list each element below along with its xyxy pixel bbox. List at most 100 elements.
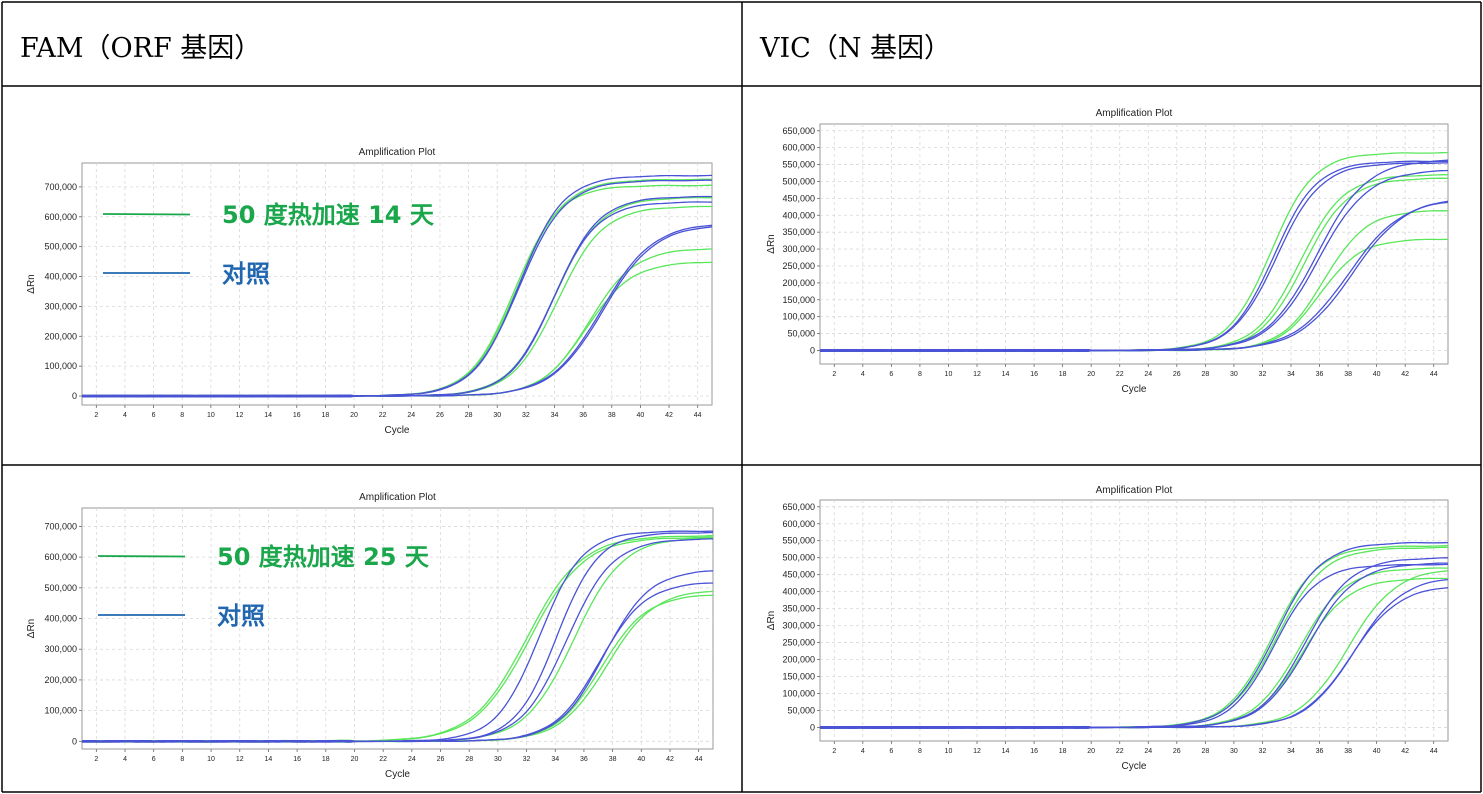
y-tick-label: 550,000 [782, 160, 815, 170]
y-tick-label: 50,000 [787, 329, 815, 339]
amplification-curve-blue [82, 582, 713, 743]
x-tick-label: 30 [493, 412, 501, 419]
x-tick-label: 14 [1002, 748, 1010, 755]
grid-lines [82, 508, 713, 749]
x-tick-label: 30 [494, 756, 502, 763]
series-curves [82, 530, 713, 743]
x-tick-label: 16 [293, 756, 301, 763]
x-tick-label: 36 [1316, 371, 1324, 378]
x-tick-label: 40 [637, 412, 645, 419]
x-tick-label: 40 [637, 756, 645, 763]
x-tick-label: 22 [1116, 371, 1124, 378]
legend: 50 度热加速 25 天对照 [97, 543, 429, 630]
x-tick-label: 24 [408, 756, 416, 763]
y-tick-label: 300,000 [782, 244, 815, 254]
x-tick-label: 8 [180, 412, 184, 419]
x-tick-label: 2 [832, 371, 836, 378]
series-curves [820, 151, 1448, 352]
y-tick-label: 700,000 [44, 182, 77, 192]
plot-area [81, 162, 713, 406]
y-tick-label: 0 [810, 345, 815, 355]
x-tick-label: 20 [1087, 748, 1095, 755]
x-tick-label: 18 [322, 412, 330, 419]
x-tick-label: 14 [265, 756, 273, 763]
x-tick-label: 18 [1059, 371, 1067, 378]
x-tick-label: 30 [1230, 748, 1238, 755]
x-tick-label: 12 [973, 371, 981, 378]
legend-label-green: 50 度热加速 25 天 [217, 543, 429, 571]
legend-swatch-green [97, 555, 186, 558]
x-tick-label: 24 [407, 412, 415, 419]
y-tick-label: 450,000 [782, 193, 815, 203]
y-tick-label: 100,000 [44, 361, 77, 371]
x-tick-label: 40 [1373, 748, 1381, 755]
x-tick-label: 26 [1173, 371, 1181, 378]
legend-swatch-green [102, 213, 191, 216]
y-tick-label: 350,000 [782, 604, 815, 614]
x-tick-label: 36 [580, 756, 588, 763]
y-axis-label: ΔRn [26, 274, 37, 293]
grid-lines [82, 163, 712, 405]
y-tick-label: 700,000 [44, 521, 77, 531]
x-tick-label: 28 [1201, 371, 1209, 378]
x-tick-label: 2 [94, 412, 98, 419]
y-tick-label: 400,000 [782, 210, 815, 220]
x-tick-label: 38 [1344, 371, 1352, 378]
x-tick-label: 4 [123, 412, 127, 419]
legend-label-blue: 对照 [217, 602, 265, 630]
x-tick-label: 32 [1259, 371, 1267, 378]
x-tick-label: 32 [1259, 748, 1267, 755]
plot-title: Amplification Plot [1096, 108, 1173, 119]
x-tick-label: 8 [918, 748, 922, 755]
x-tick-label: 22 [1116, 748, 1124, 755]
y-tick-label: 200,000 [782, 278, 815, 288]
x-tick-label: 8 [180, 756, 184, 763]
y-tick-label: 0 [72, 736, 77, 746]
y-tick-label: 650,000 [782, 502, 815, 512]
x-tick-label: 12 [236, 756, 244, 763]
y-tick-label: 100,000 [782, 688, 815, 698]
x-tick-label: 26 [1173, 748, 1181, 755]
header-vic: VIC（N 基因） [759, 33, 951, 64]
plot-title: Amplification Plot [359, 492, 436, 503]
x-tick-label: 42 [666, 756, 674, 763]
y-tick-label: 500,000 [782, 553, 815, 563]
y-axis-label: ΔRn [766, 234, 777, 253]
y-tick-label: 450,000 [782, 570, 815, 580]
x-tick-label: 38 [609, 756, 617, 763]
y-tick-label: 150,000 [782, 295, 815, 305]
y-tick-label: 500,000 [782, 176, 815, 186]
y-tick-label: 300,000 [44, 301, 77, 311]
x-tick-label: 34 [551, 756, 559, 763]
x-tick-label: 38 [608, 412, 616, 419]
series-curves [820, 541, 1448, 729]
x-tick-label: 18 [1059, 748, 1067, 755]
x-tick-label: 42 [1401, 748, 1409, 755]
x-tick-label: 6 [889, 371, 893, 378]
y-tick-label: 350,000 [782, 227, 815, 237]
x-tick-label: 20 [351, 756, 359, 763]
x-tick-label: 20 [350, 412, 358, 419]
y-tick-label: 300,000 [782, 621, 815, 631]
y-tick-label: 600,000 [44, 212, 77, 222]
x-tick-label: 26 [436, 412, 444, 419]
x-tick-label: 22 [379, 756, 387, 763]
x-tick-label: 34 [1287, 748, 1295, 755]
y-axis-label: ΔRn [26, 619, 37, 638]
y-tick-label: 250,000 [782, 261, 815, 271]
y-axis-label: ΔRn [766, 611, 777, 630]
x-tick-label: 26 [437, 756, 445, 763]
x-tick-label: 36 [579, 412, 587, 419]
x-axis-label: Cycle [384, 425, 409, 436]
x-tick-label: 44 [1430, 748, 1438, 755]
x-tick-label: 4 [861, 748, 865, 755]
x-tick-label: 2 [832, 748, 836, 755]
x-axis-label: Cycle [1121, 384, 1146, 395]
y-tick-label: 600,000 [44, 552, 77, 562]
x-tick-label: 2 [94, 756, 98, 763]
x-tick-label: 36 [1316, 748, 1324, 755]
